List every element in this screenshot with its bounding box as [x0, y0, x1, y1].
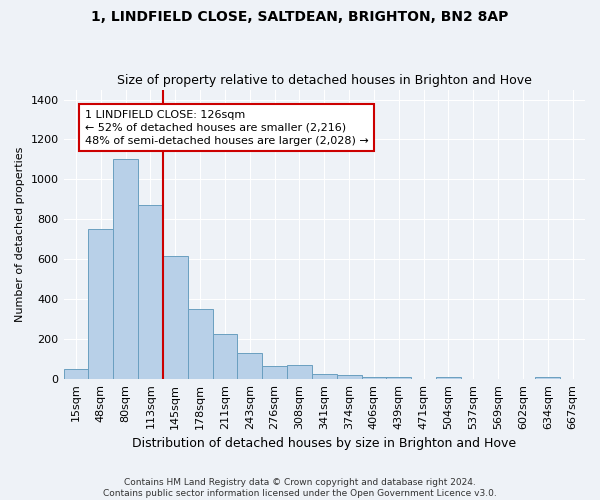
- Bar: [88, 229, 113, 379]
- Bar: [212, 334, 238, 379]
- Title: Size of property relative to detached houses in Brighton and Hove: Size of property relative to detached ho…: [117, 74, 532, 87]
- Bar: [138, 206, 163, 379]
- Bar: [262, 366, 287, 379]
- Bar: [113, 160, 138, 379]
- Bar: [163, 256, 188, 379]
- X-axis label: Distribution of detached houses by size in Brighton and Hove: Distribution of detached houses by size …: [132, 437, 517, 450]
- Text: 1, LINDFIELD CLOSE, SALTDEAN, BRIGHTON, BN2 8AP: 1, LINDFIELD CLOSE, SALTDEAN, BRIGHTON, …: [91, 10, 509, 24]
- Bar: [312, 374, 337, 379]
- Bar: [287, 365, 312, 379]
- Bar: [386, 377, 411, 379]
- Bar: [535, 377, 560, 379]
- Bar: [64, 369, 88, 379]
- Bar: [436, 377, 461, 379]
- Y-axis label: Number of detached properties: Number of detached properties: [15, 146, 25, 322]
- Bar: [238, 353, 262, 379]
- Bar: [188, 309, 212, 379]
- Text: 1 LINDFIELD CLOSE: 126sqm
← 52% of detached houses are smaller (2,216)
48% of se: 1 LINDFIELD CLOSE: 126sqm ← 52% of detac…: [85, 110, 368, 146]
- Text: Contains HM Land Registry data © Crown copyright and database right 2024.
Contai: Contains HM Land Registry data © Crown c…: [103, 478, 497, 498]
- Bar: [337, 375, 362, 379]
- Bar: [362, 377, 386, 379]
